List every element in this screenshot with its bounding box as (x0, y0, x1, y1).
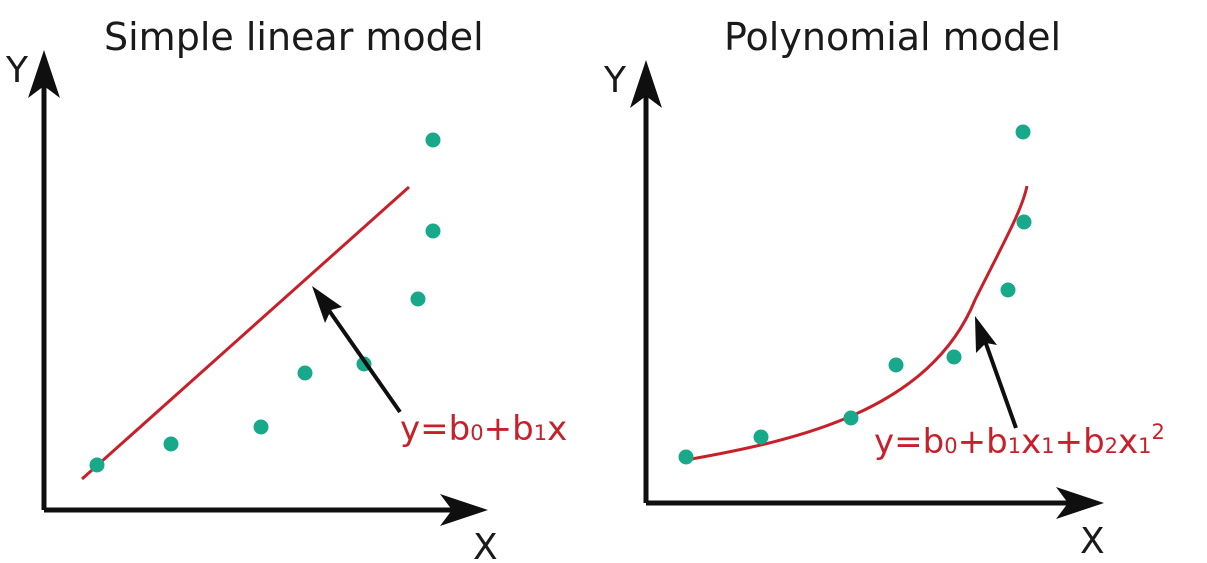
linear-equation: y=b0+b1x (400, 409, 567, 449)
data-point (678, 449, 694, 465)
polynomial-x-label: X (1080, 521, 1105, 562)
data-point (297, 365, 313, 381)
linear-model-title: Simple linear model (104, 15, 484, 59)
linear-pointer-arrowhead (312, 286, 342, 323)
linear-x-label: X (473, 527, 498, 563)
data-point (1000, 282, 1016, 298)
polynomial-pointer-arrowhead (975, 316, 997, 353)
polynomial-x-axis-arrowhead (1056, 487, 1104, 519)
polynomial-regression-curve (685, 185, 1029, 462)
data-point (843, 410, 859, 426)
data-point (888, 357, 904, 373)
linear-y-axis-arrowhead (28, 50, 60, 98)
polynomial-pointer-arrow-shaft (983, 340, 1018, 429)
polynomial-data-points (678, 124, 1032, 465)
polynomial-model-panel: Polynomial model Y X y=b0+b1x1+b2x12 (603, 15, 1165, 562)
data-point (425, 223, 441, 239)
linear-regression-line (81, 185, 410, 481)
linear-y-label: Y (5, 50, 29, 91)
polynomial-y-label: Y (603, 60, 627, 101)
data-point (1016, 214, 1032, 230)
data-point (163, 436, 179, 452)
polynomial-equation: y=b0+b1x1+b2x12 (874, 420, 1165, 462)
polynomial-model-title: Polynomial model (724, 15, 1061, 59)
linear-x-axis-arrowhead (440, 494, 488, 526)
data-point (425, 132, 441, 148)
data-point (753, 429, 769, 445)
linear-model-panel: Simple linear model Y X y=b0+b1x (5, 15, 567, 563)
data-point (1015, 124, 1031, 140)
polynomial-y-axis-arrowhead (630, 60, 662, 108)
linear-pointer-arrow-shaft (326, 307, 402, 414)
data-point (89, 457, 105, 473)
data-point (946, 349, 962, 365)
data-point (253, 419, 269, 435)
linear-data-points (89, 132, 441, 473)
data-point (410, 291, 426, 307)
